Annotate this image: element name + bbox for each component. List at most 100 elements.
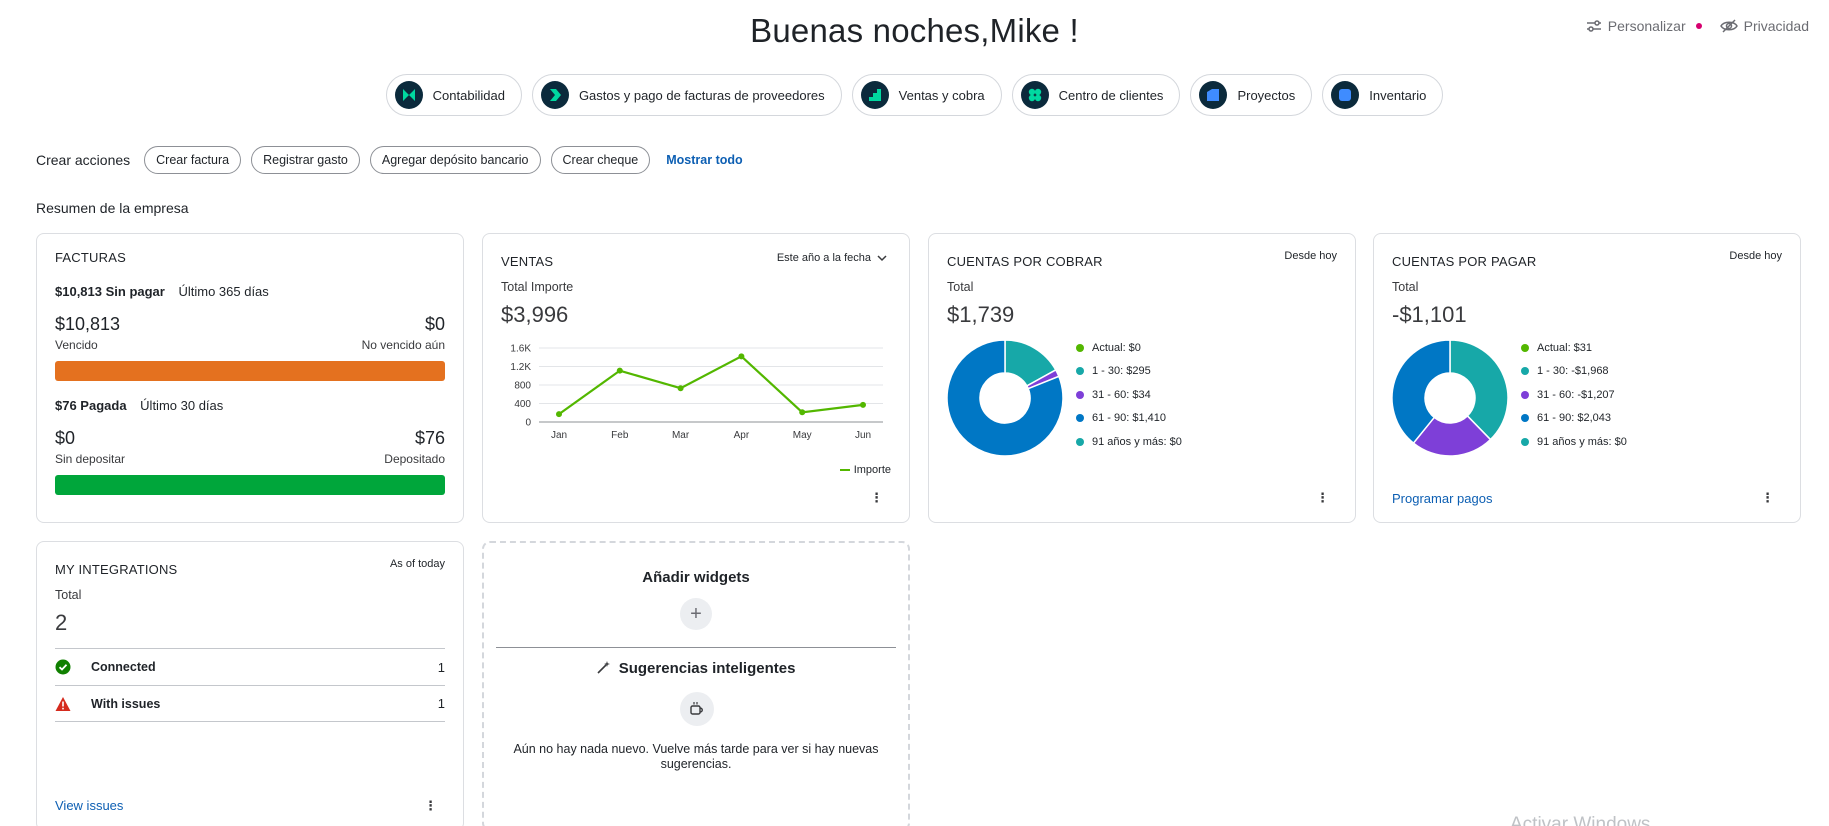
payables-note: Desde hoy <box>1729 250 1782 262</box>
overdue-bar[interactable] <box>55 361 445 381</box>
legend-item: 31 - 60: $34 <box>1076 383 1182 407</box>
more-options-icon[interactable]: ⋮ <box>1761 490 1774 505</box>
app-expenses[interactable]: Gastos y pago de facturas de proveedores <box>531 74 842 116</box>
deposit-values: $0 $76 <box>55 428 445 449</box>
receivables-donut-chart[interactable] <box>945 338 1065 458</box>
legend-label: 91 años y más: $0 <box>1537 435 1627 448</box>
series-line-importe <box>558 354 864 416</box>
data-point <box>616 367 623 374</box>
integration-count: 1 <box>437 696 445 711</box>
integration-count: 1 <box>437 659 445 675</box>
payables-total-value: -$1,101 <box>1392 302 1467 327</box>
create-check-button[interactable]: Crear cheque <box>550 146 651 174</box>
y-tick-label: 1.6K <box>510 344 531 355</box>
integrations-note: As of today <box>389 558 445 570</box>
app-sales[interactable]: Ventas y cobra <box>851 74 1002 116</box>
undeposited-label: Sin depositar <box>55 452 126 466</box>
integration-row-issues[interactable]: With issues 1 <box>55 685 445 722</box>
add-widget-button[interactable]: + <box>680 598 712 630</box>
data-point <box>556 411 562 418</box>
show-all-link[interactable]: Mostrar todo <box>666 153 743 167</box>
notdue-value: $0 <box>424 314 445 334</box>
payables-total-label: Total <box>1392 280 1419 294</box>
legend-dot <box>1521 367 1529 376</box>
personalize-button[interactable]: Personalizar <box>1586 18 1702 34</box>
legend-dot <box>1076 437 1084 446</box>
smart-suggestions-header: Sugerencias inteligentes <box>484 660 908 677</box>
x-tick-label: Jan <box>551 430 567 441</box>
receivables-note: Desde hoy <box>1284 250 1337 262</box>
x-tick-label: Feb <box>611 430 629 441</box>
sales-line-chart[interactable]: 1.6K 1.2K 800 400 0 Jan Feb Mar Apr May Jun <box>493 340 893 480</box>
paid-period: Último 30 días <box>140 398 224 413</box>
app-label: Inventario <box>1369 87 1427 103</box>
warning-icon <box>55 696 71 711</box>
integration-row-connected[interactable]: Connected 1 <box>55 648 445 685</box>
legend-item: Actual: $0 <box>1076 336 1182 360</box>
invoices-card: FACTURAS $10,813 Sin pagar Último 365 dí… <box>36 233 464 523</box>
deposited-bar[interactable] <box>55 475 445 495</box>
app-launcher: Contabilidad Gastos y pago de facturas d… <box>0 74 1829 116</box>
deposited-value: $76 <box>414 428 445 448</box>
unpaid-amount: $10,813 Sin pagar <box>55 284 165 299</box>
data-point <box>860 401 866 408</box>
payables-legend: Actual: $31 1 - 30: -$1,968 31 - 60: -$1,2… <box>1521 336 1627 454</box>
app-accounting[interactable]: Contabilidad <box>385 74 522 116</box>
deposit-labels: Sin depositar Depositado <box>55 452 445 466</box>
legend-dot <box>1521 390 1529 399</box>
more-options-icon[interactable]: ⋮ <box>870 490 883 505</box>
legend-swatch <box>839 469 850 471</box>
sliders-icon <box>1586 20 1601 32</box>
sales-card: VENTAS Este año a la fecha Total Importe… <box>482 233 910 523</box>
x-tick-label: May <box>793 430 812 441</box>
donut-slice <box>946 339 1064 457</box>
coffee-cup-icon <box>690 702 703 715</box>
payables-donut-chart[interactable] <box>1390 338 1510 458</box>
overdue-value: $10,813 <box>55 314 121 334</box>
y-tick-label: 800 <box>514 381 531 392</box>
app-projects[interactable]: Proyectos <box>1190 74 1313 116</box>
integrations-card: MY INTEGRATIONS As of today Total 2 Conn… <box>36 541 464 826</box>
legend-item: 31 - 60: -$1,207 <box>1521 383 1627 407</box>
more-options-icon[interactable]: ⋮ <box>424 798 437 813</box>
legend-label: 31 - 60: -$1,207 <box>1537 388 1615 401</box>
notdue-label: No vencido aún <box>361 338 445 352</box>
coffee-icon-badge <box>680 692 714 726</box>
app-inventory[interactable]: Inventario <box>1322 74 1444 116</box>
sales-period-label: Este año a la fecha <box>776 252 871 264</box>
legend-dot <box>1076 367 1084 376</box>
smart-suggestions-title: Sugerencias inteligentes <box>618 660 796 677</box>
record-expense-button[interactable]: Registrar gasto <box>251 146 360 174</box>
privacy-button[interactable]: Privacidad <box>1719 18 1809 34</box>
more-options-icon[interactable]: ⋮ <box>1316 490 1329 505</box>
stairs-icon <box>860 81 889 109</box>
app-label: Ventas y cobra <box>898 87 985 103</box>
view-issues-link[interactable]: View issues <box>55 798 124 813</box>
personalize-label: Personalizar <box>1607 18 1686 34</box>
app-customers[interactable]: Centro de clientes <box>1011 74 1181 116</box>
plus-icon: + <box>690 602 702 625</box>
legend-dot <box>1076 343 1084 352</box>
receivables-total-value: $1,739 <box>947 302 1015 327</box>
integrations-total-label: Total <box>55 588 82 602</box>
app-label: Proyectos <box>1237 87 1296 103</box>
box-icon <box>1331 81 1360 109</box>
receivables-legend: Actual: $0 1 - 30: $295 31 - 60: $34 61 - 9… <box>1076 336 1182 454</box>
overdue-values: $10,813 $0 <box>55 314 445 335</box>
legend-label: 1 - 30: -$1,968 <box>1537 365 1609 378</box>
create-invoice-button[interactable]: Crear factura <box>144 146 242 174</box>
invoices-paid-row: $76 Pagada Último 30 días <box>55 398 445 413</box>
legend-item: 91 años y más: $0 <box>1521 430 1627 454</box>
bank-deposit-button[interactable]: Agregar depósito bancario <box>369 146 541 174</box>
check-circle-icon <box>55 659 71 675</box>
y-tick-label: 400 <box>514 399 531 410</box>
deposited-label: Depositado <box>384 452 445 466</box>
integrations-title: MY INTEGRATIONS <box>55 562 178 577</box>
donut-slice <box>1412 414 1492 457</box>
overdue-label: Vencido <box>55 338 98 352</box>
app-label: Centro de clientes <box>1058 87 1164 103</box>
legend-label: 1 - 30: $295 <box>1092 365 1151 378</box>
sales-period-select[interactable]: Este año a la fecha <box>777 252 887 264</box>
legend-label: 91 años y más: $0 <box>1092 435 1182 448</box>
schedule-payments-link[interactable]: Programar pagos <box>1392 491 1493 506</box>
